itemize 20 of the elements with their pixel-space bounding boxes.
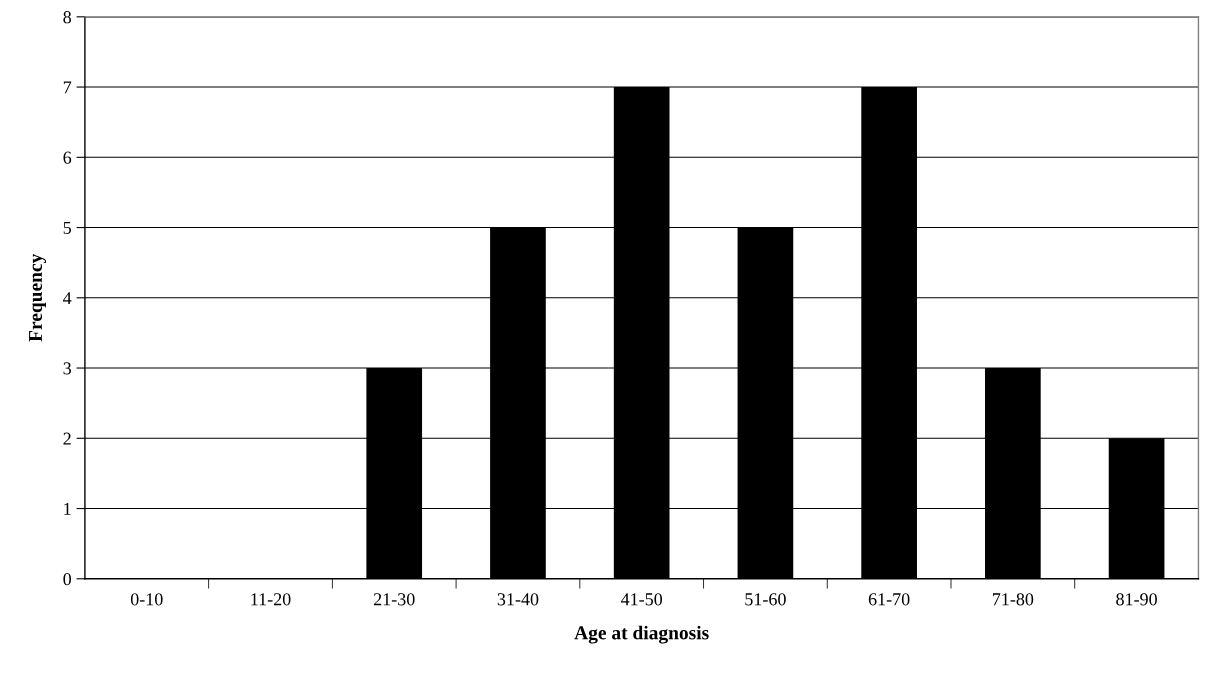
y-axis-title: Frequency [29, 253, 47, 342]
x-axis-title: Age at diagnosis [574, 625, 709, 644]
y-tick-label: 7 [63, 81, 72, 94]
y-tick-label: 8 [63, 11, 72, 24]
y-tick-label: 6 [63, 151, 72, 164]
x-tick-label: 0-10 [130, 593, 163, 606]
y-tick-label: 5 [63, 222, 72, 234]
y-tick-label: 3 [63, 362, 72, 375]
y-tick-label: 0 [63, 573, 72, 586]
x-tick-label: 31-40 [497, 593, 539, 606]
x-tick-label: 71-80 [992, 593, 1034, 606]
y-tick-label: 4 [63, 292, 72, 305]
y-tick-label: 2 [63, 432, 71, 445]
x-tick-label: 41-50 [620, 593, 663, 606]
x-tick-label: 11-20 [251, 593, 291, 606]
x-tick-label: 61-70 [868, 593, 910, 606]
y-tick-label: 1 [64, 502, 71, 515]
x-tick-label: 51-60 [745, 593, 786, 606]
x-tick-label: 21-30 [373, 593, 415, 606]
x-tick-label: 81-90 [1116, 593, 1157, 606]
